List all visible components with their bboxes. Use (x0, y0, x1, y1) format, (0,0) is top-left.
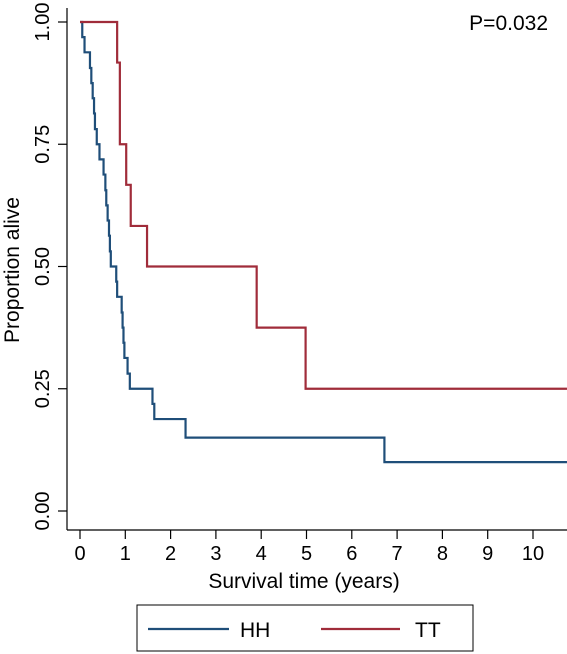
y-axis-ticks: 0.00 0.25 0.50 0.75 1.00 (32, 3, 67, 531)
x-tick-label-0: 0 (74, 543, 85, 565)
x-tick-label-7: 7 (392, 543, 403, 565)
series-line-tt (80, 20, 567, 390)
x-tick-label-1: 1 (120, 543, 131, 565)
legend: HH TT (136, 604, 474, 652)
y-axis-title: Proportion alive (1, 197, 24, 343)
x-tick-label-3: 3 (210, 543, 221, 565)
x-axis-ticks: 0 1 2 3 4 5 6 7 8 9 10 (74, 530, 544, 565)
y-tick-label-0.75: 0.75 (32, 125, 54, 164)
x-axis-title: Survival time (years) (208, 570, 399, 593)
legend-label-hh: HH (240, 619, 270, 642)
plot-area: 0 1 2 3 4 5 6 7 8 9 10 0.00 0.25 0.50 0.75 1.00 P=0.03… (1, 3, 567, 593)
x-tick-label-6: 6 (346, 543, 357, 565)
x-tick-label-2: 2 (165, 543, 176, 565)
y-tick-label-1.00: 1.00 (32, 3, 54, 42)
x-tick-label-9: 9 (482, 543, 493, 565)
series-line-hh (80, 20, 567, 464)
legend-label-tt: TT (415, 619, 441, 642)
p-value-annotation: P=0.032 (469, 12, 548, 35)
y-tick-label-0.25: 0.25 (32, 369, 54, 408)
y-tick-label-0.00: 0.00 (32, 492, 54, 531)
x-tick-label-8: 8 (437, 543, 448, 565)
y-tick-label-0.50: 0.50 (32, 247, 54, 286)
x-tick-label-5: 5 (301, 543, 312, 565)
legend-box (136, 604, 474, 652)
x-tick-label-4: 4 (256, 543, 267, 565)
survival-curves (80, 20, 567, 464)
x-tick-label-10: 10 (522, 543, 544, 565)
